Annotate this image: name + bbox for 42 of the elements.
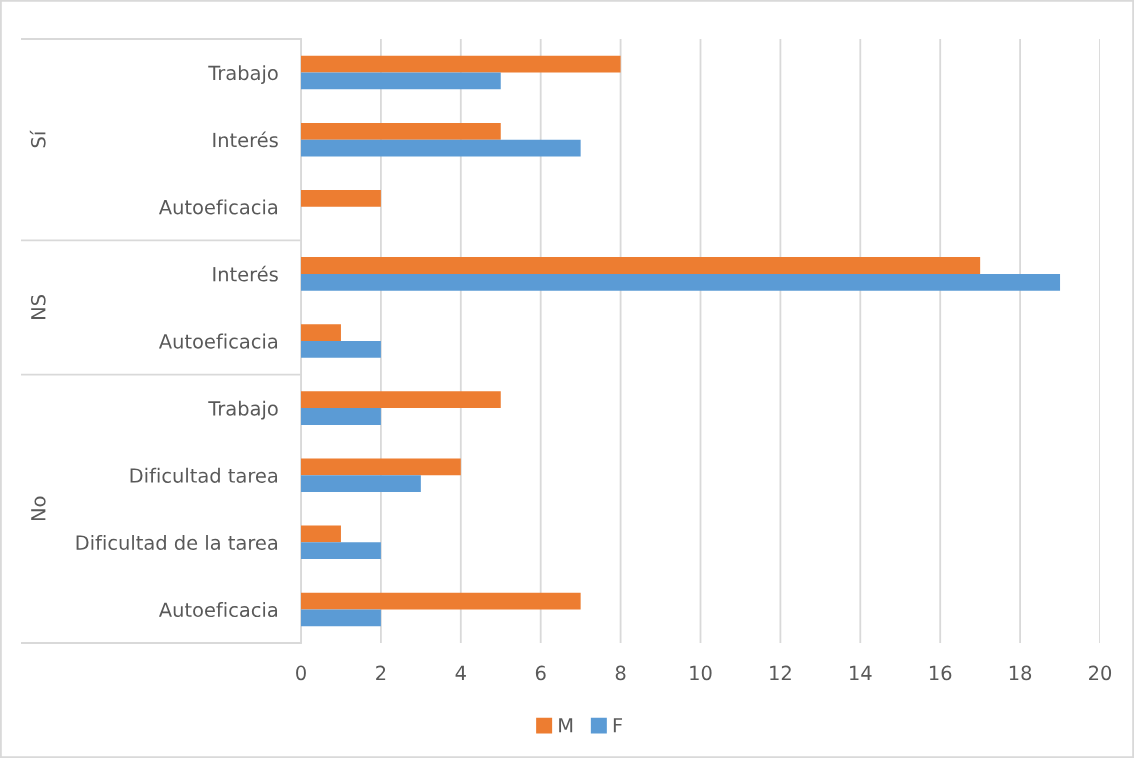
bar <box>301 341 381 358</box>
text: NS <box>30 295 46 319</box>
bar <box>301 324 341 341</box>
x-tick-label: 0 <box>296 665 306 681</box>
x-tick-label: 16 <box>929 665 952 681</box>
legend-label: M <box>559 718 573 733</box>
bar <box>301 122 501 140</box>
text: Sí <box>29 130 46 148</box>
bar <box>301 55 621 73</box>
bar <box>301 257 981 274</box>
bar <box>301 525 341 543</box>
x-tick-label: 10 <box>690 665 712 681</box>
bar <box>301 72 501 90</box>
x-tick-label: 4 <box>455 665 466 680</box>
y-tick-label: Interés <box>213 265 278 282</box>
bar <box>301 475 421 492</box>
y-tick-label: Dificultad tarea <box>130 467 278 483</box>
y-tick-label: Autoeficacia <box>158 333 278 349</box>
bar <box>301 273 1061 291</box>
y-tick-label: Trabajo <box>208 65 278 84</box>
y-tick-label: Autoeficacia <box>158 602 278 618</box>
x-tick-label: 6 <box>535 665 546 681</box>
bar <box>301 542 381 560</box>
x-tick-label: 20 <box>1089 665 1112 681</box>
text: No <box>31 496 46 521</box>
bar <box>301 592 581 610</box>
bar <box>301 458 461 476</box>
y-tick-label: Autoeficacia <box>158 199 278 215</box>
y-tick-label: Interés <box>213 131 278 148</box>
x-tick-label: 12 <box>770 665 791 680</box>
bar <box>301 408 381 425</box>
x-tick-label: 18 <box>1009 665 1032 681</box>
legend-label: F <box>613 718 623 733</box>
bar <box>301 609 381 627</box>
bar <box>301 139 581 157</box>
bar <box>301 391 501 409</box>
bar <box>301 190 381 207</box>
y-tick-label: Trabajo <box>208 400 278 420</box>
x-tick-label: 2 <box>376 665 386 680</box>
x-tick-label: 8 <box>615 665 626 681</box>
y-tick-label: Dificultad de la tarea <box>76 534 278 550</box>
x-tick-label: 14 <box>850 665 872 680</box>
